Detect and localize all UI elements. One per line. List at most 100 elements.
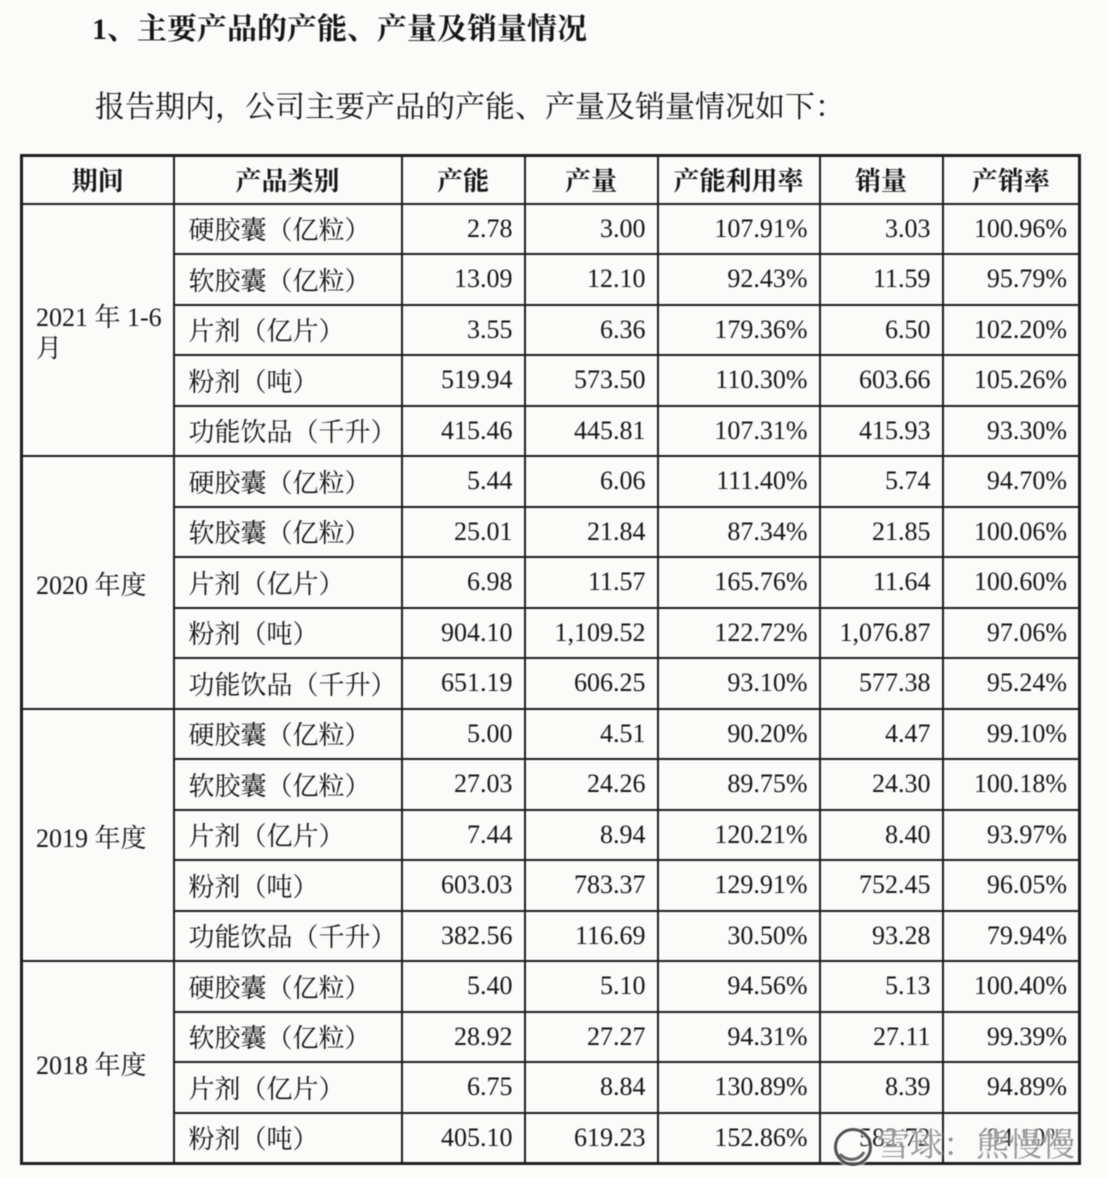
product-cell: 功能饮品（千升） [172, 909, 403, 962]
utilization-cell: 107.91% [656, 202, 821, 255]
ratio-cell: 100.96% [941, 202, 1081, 255]
output-cell: 445.81 [523, 404, 659, 457]
utilization-cell: 30.50% [656, 909, 821, 962]
utilization-cell: 107.31% [656, 404, 821, 457]
product-cell: 粉剂（吨） [172, 606, 403, 659]
column-header: 期间 [20, 154, 175, 205]
output-cell: 21.84 [523, 505, 659, 558]
capacity-cell: 5.40 [400, 960, 526, 1013]
utilization-cell: 130.89% [656, 1061, 821, 1114]
table-row: 2021 年 1-6 月硬胶囊（亿粒） 2.78 3.00 107.91% 3.03 10… [20, 202, 1081, 457]
product-cell: 粉剂（吨） [172, 859, 403, 912]
output-cell: 6.36 [523, 303, 659, 356]
capacity-cell: 27.03 [400, 758, 526, 811]
table-row: 软胶囊（亿粒） 13.09 12.10 92.43% 11.59 95.79% [22, 253, 1081, 306]
table-row: 功能饮品（千升） 382.56 116.69 30.50% 93.28 79.94% [22, 909, 1081, 962]
output-cell: 27.27 [523, 1010, 659, 1063]
column-header: 销量 [818, 154, 944, 205]
output-cell: 3.00 [523, 202, 659, 255]
output-cell: 12.10 [523, 253, 659, 306]
capacity-cell: 7.44 [400, 808, 526, 861]
utilization-cell: 152.86% [656, 1111, 821, 1164]
section-title-text: 主要产品的产能、产量及销量情况 [137, 13, 587, 46]
output-cell: 11.57 [523, 556, 659, 609]
table-row: 功能饮品（千升） 415.46 445.81 107.31% 415.93 93.30% [22, 404, 1081, 457]
capacity-cell: 382.56 [400, 909, 526, 962]
table-row: 软胶囊（亿粒） 25.01 21.84 87.34% 21.85 100.06% [22, 505, 1081, 558]
capacity-cell: 405.10 [400, 1111, 526, 1164]
table-row: 2019 年度 硬胶囊（亿粒） 5.00 4.51 90.20% 4.47 99.10% [20, 707, 1081, 962]
output-cell: 4.51 [523, 707, 659, 760]
product-cell: 硬胶囊（亿粒） [172, 202, 403, 255]
sales-cell: 4.47 [818, 707, 944, 760]
table-row: 粉剂（吨） 904.10 1,109.52 122.72% 1,076.87 97.06% [22, 606, 1081, 659]
utilization-cell: 94.56% [656, 960, 821, 1013]
table-row: 粉剂（吨） 603.03 783.37 129.91% 752.45 96.05% [22, 859, 1081, 912]
sales-cell: 11.59 [818, 253, 944, 306]
capacity-cell: 519.94 [400, 354, 526, 407]
sales-cell: 415.93 [818, 404, 944, 457]
table-row: 片剂（亿片） 6.75 8.84 130.89% 8.39 94.89% [22, 1061, 1081, 1114]
sales-cell: 11.64 [818, 556, 944, 609]
sales-cell: 5.13 [818, 960, 944, 1013]
product-cell: 片剂（亿片） [172, 303, 403, 356]
utilization-cell: 111.40% [656, 455, 821, 508]
column-header: 产量 [523, 154, 659, 205]
ratio-cell: 99.39% [941, 1010, 1081, 1063]
product-cell: 软胶囊（亿粒） [172, 1010, 403, 1063]
sales-cell: 27.11 [818, 1010, 944, 1063]
period-cell: 2020 年度 [20, 455, 175, 710]
capacity-cell: 5.44 [400, 455, 526, 508]
sales-cell: 603.66 [818, 354, 944, 407]
column-header: 产品类别 [172, 154, 403, 205]
utilization-cell: 92.43% [656, 253, 821, 306]
utilization-cell: 120.21% [656, 808, 821, 861]
ratio-cell: 100.06% [941, 505, 1081, 558]
ratio-cell: 93.30% [941, 404, 1081, 457]
product-cell: 硬胶囊（亿粒） [172, 707, 403, 760]
ratio-cell: 94.70% [941, 455, 1081, 508]
product-cell: 粉剂（吨） [172, 1111, 403, 1164]
sales-cell: 93.28 [818, 909, 944, 962]
product-cell: 硬胶囊（亿粒） [172, 960, 403, 1013]
ratio-cell: 93.97% [941, 808, 1081, 861]
ratio-cell: 97.06% [941, 606, 1081, 659]
table-row: 软胶囊（亿粒） 27.03 24.26 89.75% 24.30 100.18% [22, 758, 1081, 811]
capacity-cell: 603.03 [400, 859, 526, 912]
section-title: 1、主要产品的产能、产量及销量情况 [92, 4, 587, 48]
product-cell: 粉剂（吨） [172, 354, 403, 407]
product-cell: 片剂（亿片） [172, 556, 403, 609]
column-header: 产能利用率 [656, 154, 821, 205]
output-cell: 8.94 [523, 808, 659, 861]
ratio-cell: 102.20% [941, 303, 1081, 356]
ratio-cell: 95.24% [941, 657, 1081, 710]
output-cell: 606.25 [523, 657, 659, 710]
output-cell: 116.69 [523, 909, 659, 962]
output-cell: 6.06 [523, 455, 659, 508]
table-row: 片剂（亿片） 6.98 11.57 165.76% 11.64 100.60% [22, 556, 1081, 609]
utilization-cell: 129.91% [656, 859, 821, 912]
capacity-cell: 651.19 [400, 657, 526, 710]
capacity-cell: 6.98 [400, 556, 526, 609]
capacity-cell: 28.92 [400, 1010, 526, 1063]
table-header-row: 期间 产品类别 产能 产量 产能利用率 销量 产销率 [20, 154, 1081, 205]
sales-cell: 752.45 [818, 859, 944, 912]
capacity-cell: 3.55 [400, 303, 526, 356]
utilization-cell: 94.31% [656, 1010, 821, 1063]
utilization-cell: 179.36% [656, 303, 821, 356]
capacity-cell: 25.01 [400, 505, 526, 558]
product-cell: 功能饮品（千升） [172, 657, 403, 710]
table-row: 软胶囊（亿粒） 28.92 27.27 94.31% 27.11 99.39% [22, 1010, 1081, 1063]
ratio-cell: 100.40% [941, 960, 1081, 1013]
utilization-cell: 122.72% [656, 606, 821, 659]
output-cell: 573.50 [523, 354, 659, 407]
ratio-cell: 100.60% [941, 556, 1081, 609]
capacity-cell: 13.09 [400, 253, 526, 306]
product-cell: 功能饮品（千升） [172, 404, 403, 457]
period-cell: 2018 年度 [20, 960, 175, 1164]
table-row: 2018 年度 硬胶囊（亿粒） 5.40 5.10 94.56% 5.13 100.40% [20, 960, 1081, 1164]
capacity-cell: 6.75 [400, 1061, 526, 1114]
table-row: 粉剂（吨） 405.10 619.23 152.86% 582.72 94.10% [22, 1111, 1081, 1164]
capacity-cell: 5.00 [400, 707, 526, 760]
